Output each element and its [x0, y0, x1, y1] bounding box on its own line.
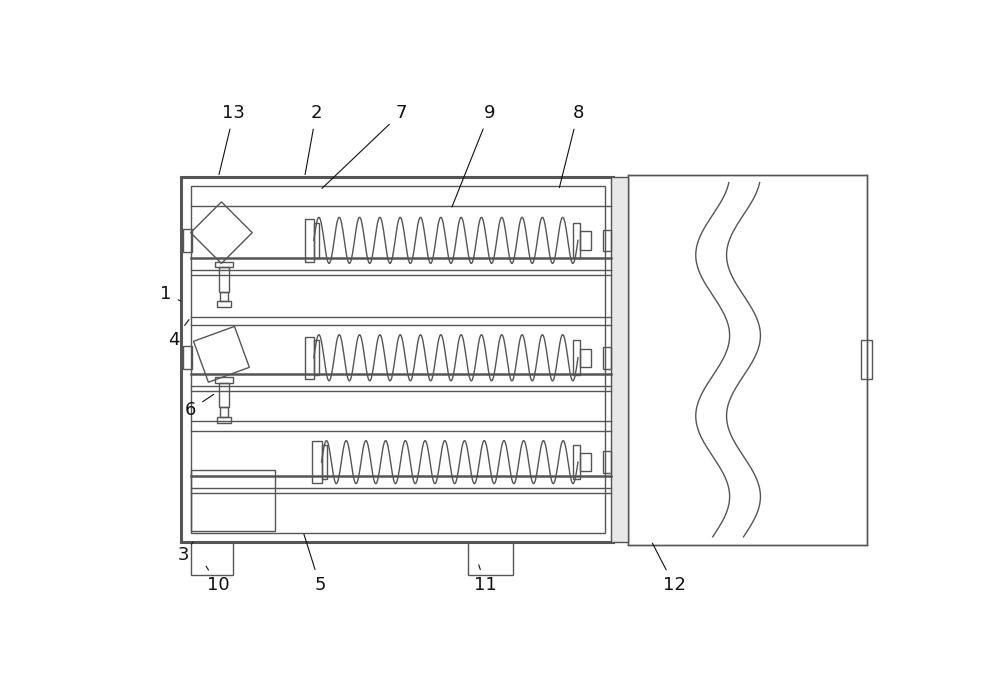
Bar: [611, 177, 628, 542]
Bar: [468, 542, 512, 575]
Text: 5: 5: [304, 534, 326, 594]
Bar: [219, 267, 229, 292]
Text: 12: 12: [652, 543, 686, 594]
Bar: [217, 301, 231, 307]
Bar: [215, 378, 233, 383]
Text: 1: 1: [160, 285, 180, 303]
Text: 10: 10: [206, 566, 230, 594]
Bar: [573, 445, 580, 480]
Bar: [580, 231, 591, 250]
Bar: [183, 229, 192, 252]
Text: 13: 13: [219, 104, 245, 174]
Bar: [191, 470, 275, 532]
Bar: [220, 407, 228, 416]
Text: 4: 4: [168, 320, 189, 350]
Text: 9: 9: [452, 104, 495, 207]
Bar: [191, 542, 233, 575]
Bar: [191, 187, 605, 533]
Bar: [580, 453, 591, 471]
Bar: [181, 177, 613, 542]
Bar: [861, 341, 872, 379]
Bar: [628, 175, 867, 545]
Bar: [219, 383, 229, 407]
Text: 3: 3: [177, 542, 193, 564]
Bar: [215, 262, 233, 267]
Bar: [573, 341, 580, 375]
Text: 2: 2: [305, 104, 322, 174]
Bar: [312, 441, 322, 483]
Bar: [573, 223, 580, 257]
Text: 11: 11: [474, 565, 497, 594]
Bar: [183, 346, 192, 369]
Bar: [603, 347, 611, 369]
Text: 7: 7: [322, 104, 407, 188]
Bar: [314, 223, 319, 257]
Bar: [322, 445, 327, 480]
Bar: [220, 292, 228, 301]
Bar: [580, 348, 591, 367]
Bar: [314, 341, 319, 375]
Text: 6: 6: [185, 394, 214, 418]
Bar: [305, 337, 314, 379]
Text: 8: 8: [559, 104, 584, 187]
Bar: [305, 219, 314, 262]
Bar: [603, 230, 611, 251]
Bar: [217, 416, 231, 423]
Bar: [603, 451, 611, 473]
